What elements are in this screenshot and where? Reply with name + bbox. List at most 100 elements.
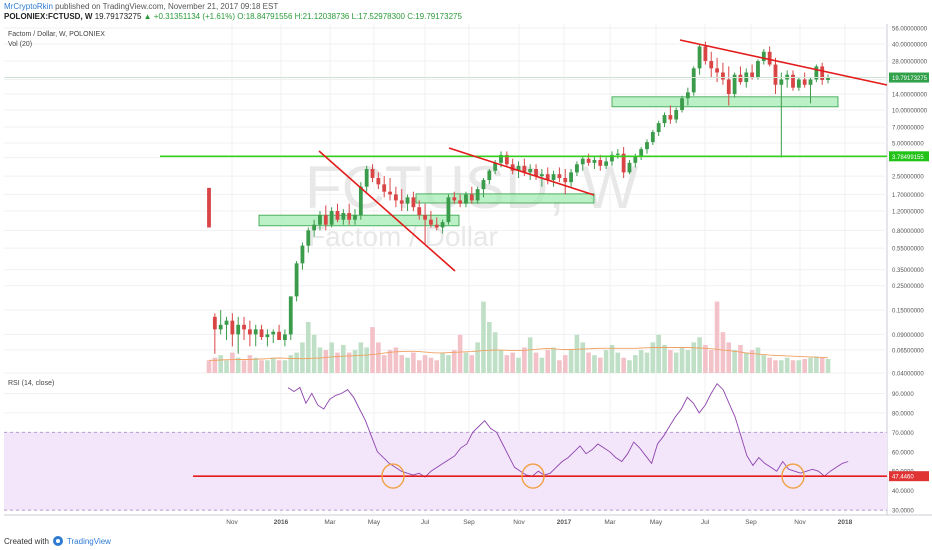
price-tick-label: 14.00000000	[892, 93, 928, 99]
candle-body	[236, 324, 241, 335]
candle-body	[288, 296, 293, 335]
price-tick-label: 56.00000000	[892, 27, 928, 33]
candle-body	[469, 194, 474, 201]
candle-body	[761, 51, 766, 62]
price-tick-label: 0.04000000	[892, 372, 924, 378]
candle-body	[826, 77, 830, 80]
volume-bar	[551, 347, 556, 373]
candle-body	[820, 66, 825, 80]
candle-body	[610, 154, 614, 162]
candle-body	[265, 334, 270, 338]
volume-bar	[399, 355, 405, 373]
candle-body	[715, 68, 719, 73]
candle-body	[475, 189, 480, 201]
volume-bar	[779, 360, 784, 373]
rsi-tick-label: 30.0000	[892, 509, 914, 515]
rsi-value-badge: 47.4460	[892, 475, 914, 481]
volume-bar	[685, 350, 691, 373]
candle-body	[283, 334, 287, 340]
volume-bar	[808, 357, 813, 373]
volume-bar	[358, 342, 364, 373]
price-tick-label: 28.00000000	[892, 60, 928, 66]
candle-body	[224, 320, 229, 325]
candle-body	[347, 213, 352, 220]
candle-body	[329, 211, 334, 225]
candle-body	[592, 160, 597, 163]
candle-body	[738, 74, 743, 83]
publish-info: published on TradingView.com, November 2…	[55, 2, 279, 11]
candle-body	[458, 200, 463, 204]
support-zone-2	[611, 96, 839, 108]
tradingview-link[interactable]: TradingView	[66, 536, 111, 546]
volume-bar	[539, 357, 545, 373]
candle-body	[510, 164, 515, 171]
candle-body	[312, 224, 317, 231]
trendlines[interactable]	[4, 39, 888, 272]
candle-body	[756, 61, 760, 78]
candle-body	[569, 172, 573, 183]
volume-bar	[300, 342, 305, 373]
volume-bar	[346, 352, 352, 373]
candle-body	[452, 197, 457, 201]
candle-body	[306, 230, 311, 246]
price-tick-label: 1.70000000	[892, 193, 924, 199]
volume-bar	[335, 352, 340, 373]
time-tick-label: Sep	[463, 519, 475, 526]
volume-bar	[323, 350, 329, 373]
volume-label[interactable]: Vol (20)	[8, 41, 33, 48]
candle-body	[534, 168, 538, 177]
candle-body	[341, 213, 346, 220]
volume-bar	[381, 355, 387, 373]
symbol-name[interactable]: POLONIEX:FCTUSD, W	[4, 12, 93, 21]
volume-bar	[726, 342, 732, 373]
candle-body	[318, 215, 322, 225]
volume-bar	[656, 334, 661, 373]
author-link[interactable]: MrCryptoRkin	[4, 2, 53, 11]
candle-body	[691, 68, 696, 93]
volume-bar	[691, 342, 697, 373]
volume-bar	[265, 360, 270, 373]
candle-body	[685, 92, 690, 99]
candle-body	[417, 207, 422, 216]
volume-bar	[568, 350, 574, 373]
candle-body	[604, 161, 609, 166]
candle-body	[335, 211, 340, 220]
volume-bar	[411, 352, 416, 373]
candle-body	[545, 174, 550, 181]
candle-body	[434, 224, 439, 228]
volume-bar	[732, 350, 737, 373]
volume-bar	[796, 360, 802, 373]
candle-body	[557, 174, 562, 179]
volume-bar	[235, 357, 241, 373]
tradingview-logo-icon	[52, 536, 63, 546]
support-price-badge-bg	[889, 151, 929, 162]
rsi-touch-circle-1	[521, 463, 545, 489]
candle-body	[271, 331, 276, 335]
volume-bar	[743, 352, 749, 373]
volume-bar	[609, 344, 615, 373]
candle-body	[674, 110, 679, 120]
volume-bar	[492, 332, 498, 373]
volume-bar	[814, 356, 819, 373]
volume-bar	[603, 350, 609, 373]
volume-bar	[305, 322, 311, 373]
candle-body	[680, 98, 684, 111]
volume-bar	[387, 350, 393, 373]
candle-body	[814, 66, 819, 80]
candle-body	[645, 142, 649, 150]
volume-bar	[393, 347, 399, 373]
rsi-label[interactable]: RSI (14, close)	[8, 380, 55, 387]
candle-body	[563, 178, 568, 183]
volume-bar	[703, 344, 708, 373]
rsi-touch-circle-0	[381, 463, 405, 489]
candle-body	[528, 168, 533, 173]
price-tick-label: 10.00000000	[892, 109, 928, 115]
volume-bar	[522, 347, 527, 373]
volume-bar	[481, 301, 486, 373]
volume-bar	[668, 350, 673, 373]
series-label[interactable]: Factom / Dollar, W, POLONIEX	[8, 31, 105, 38]
candle-body	[481, 180, 486, 190]
candle-body	[218, 324, 223, 330]
volume-bar	[562, 355, 568, 373]
footer: Created with TradingView	[4, 536, 111, 546]
